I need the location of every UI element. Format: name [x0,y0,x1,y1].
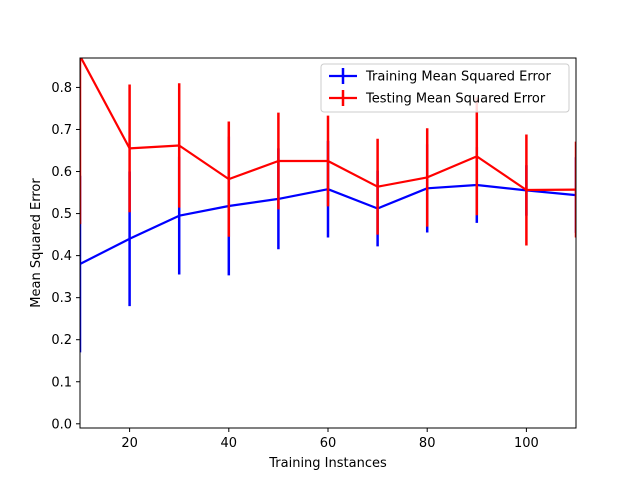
x-tick-label: 60 [320,436,337,451]
x-tick-label: 100 [514,436,539,451]
legend-label: Training Mean Squared Error [365,70,551,85]
legend-box [320,63,570,113]
legend-handle [329,68,357,84]
x-axis-ticks: 20 40 60 80 100 [121,428,539,451]
plot-series [80,58,576,353]
y-tick-label: 0.1 [51,375,72,390]
y-tick-label: 0.3 [51,291,72,306]
y-tick-label: 0.7 [51,123,72,138]
legend: Training Mean Squared Error Testing Mean … [320,63,570,113]
y-axis-ticks: 0.0 0.1 0.2 0.3 0.4 0.5 0.6 0.7 0.8 [51,81,80,432]
plot-frame [79,57,577,429]
x-tick-label: 80 [419,436,436,451]
legend-handle [329,90,357,106]
y-tick-label: 0.2 [51,333,72,348]
y-tick-label: 0.0 [51,417,72,432]
legend-label: Testing Mean Squared Error [365,92,546,107]
y-axis-label: Mean Squared Error [29,178,44,308]
y-tick-label: 0.8 [51,81,72,96]
series-line [80,58,576,192]
y-tick-label: 0.5 [51,207,72,222]
y-tick-label: 0.4 [51,249,72,264]
x-axis-label: Training Instances [268,456,387,471]
series-2 [80,58,576,246]
x-tick-label: 20 [121,436,138,451]
x-tick-label: 40 [221,436,238,451]
y-tick-label: 0.6 [51,165,72,180]
